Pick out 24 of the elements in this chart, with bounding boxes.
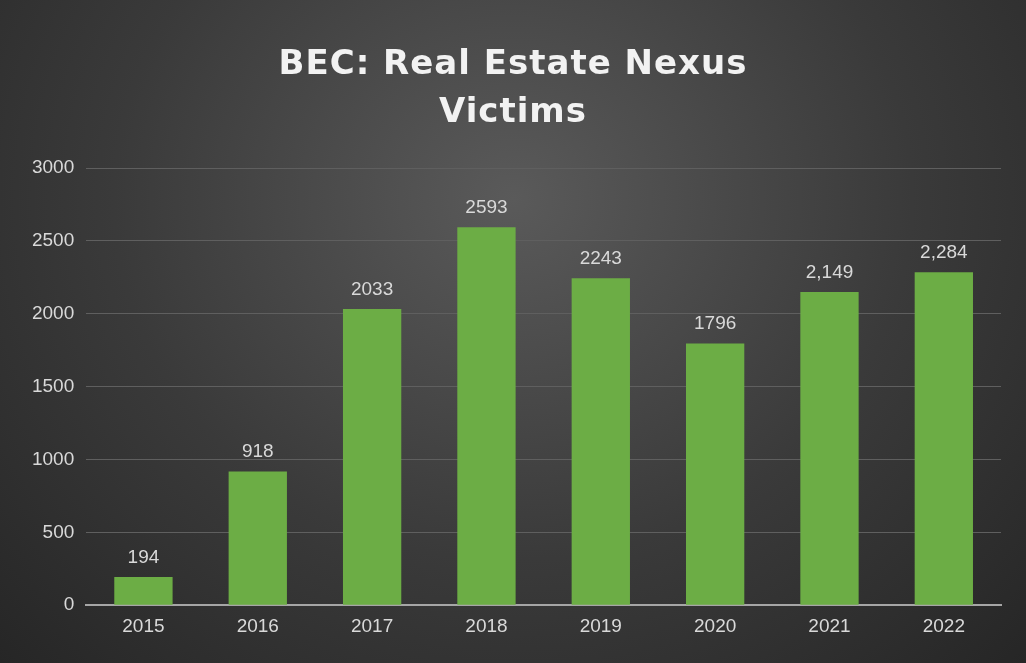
- data-label: 2243: [579, 247, 622, 269]
- y-tick-label: 0: [63, 593, 75, 615]
- x-tick-label: 2021: [808, 614, 851, 636]
- x-tick-label: 2017: [350, 614, 394, 636]
- y-tick-label: 2000: [31, 301, 75, 323]
- y-tick-label: 2500: [31, 229, 75, 251]
- data-label: 2033: [350, 277, 394, 299]
- y-tick-label: 500: [42, 520, 75, 542]
- y-tick-label: 3000: [31, 156, 75, 178]
- data-label: 2,284: [920, 241, 969, 263]
- data-label: 2593: [465, 196, 508, 218]
- x-tick-label: 2022: [922, 614, 965, 636]
- y-tick-label: 1000: [31, 447, 75, 469]
- x-tick-label: 2015: [122, 614, 165, 636]
- x-tick-label: 2019: [579, 614, 622, 636]
- data-label: 194: [127, 545, 160, 567]
- data-label: 1796: [694, 312, 737, 334]
- x-tick-label: 2020: [694, 614, 737, 636]
- x-tick-label: 2016: [236, 614, 279, 636]
- data-label: 918: [241, 440, 274, 462]
- data-label: 2,149: [805, 260, 854, 282]
- x-tick-label: 2018: [465, 614, 508, 636]
- y-tick-label: 1500: [31, 374, 75, 396]
- chart-title: BEC: Real Estate Nexus Victims: [277, 41, 749, 132]
